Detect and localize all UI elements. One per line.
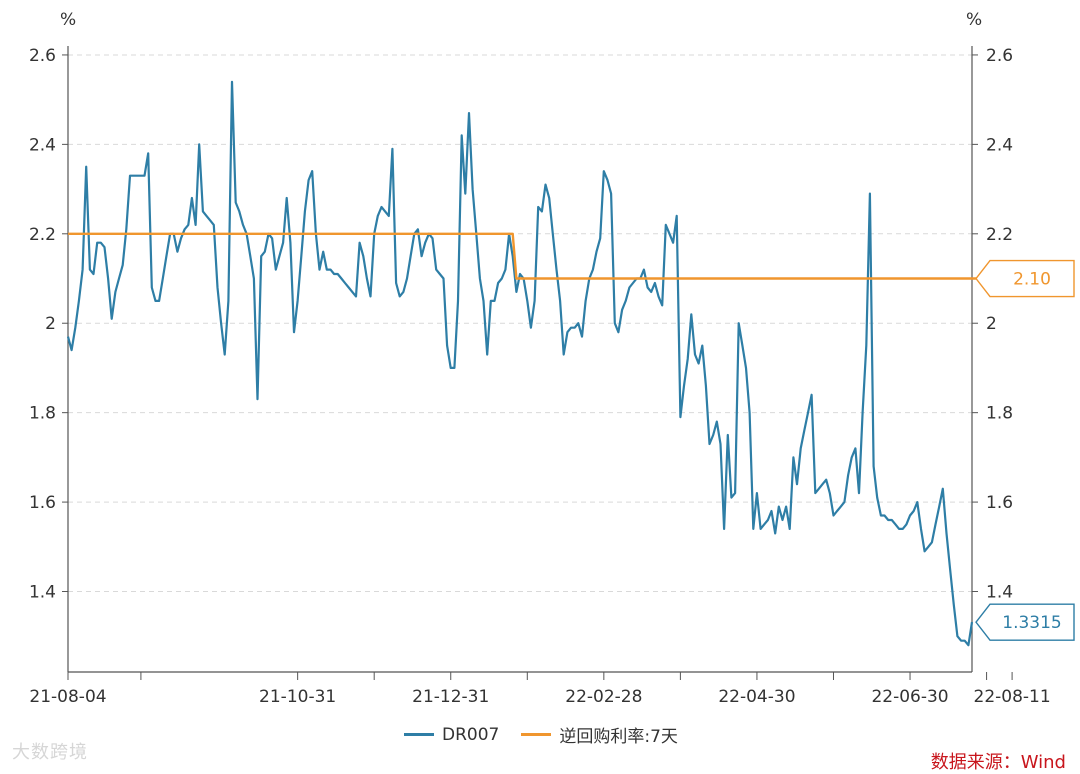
legend: DR007 逆回购利率:7天 (404, 722, 700, 747)
y-tick-label-right: 2.2 (986, 225, 1013, 245)
y-tick-label-left: 2.2 (29, 225, 56, 245)
right-y-tick-labels: 1.4 1.6 1.8 2 2.2 2.4 2.6 (986, 46, 1013, 603)
x-tick-label: 22-08-11 (974, 687, 1051, 707)
y-tick-label-left: 2.4 (29, 135, 56, 155)
series-layer (66, 80, 1060, 647)
grid-lines (62, 54, 978, 593)
source-note: 数据来源：Wind (930, 752, 1066, 773)
legend-label-dr007: DR007 (442, 724, 500, 745)
series-line-dr007 (66, 80, 974, 647)
x-tick-label: 22-06-30 (871, 687, 948, 707)
left-axis-unit: % (60, 10, 76, 30)
right-axis-unit: % (966, 10, 982, 30)
left-y-tick-labels: 1.4 1.6 1.8 2 2.2 2.4 2.6 (29, 46, 56, 603)
legend-swatch-reverse-repo (521, 733, 552, 736)
y-tick-label-left: 1.8 (29, 404, 56, 424)
legend-item-dr007[interactable]: DR007 (404, 725, 499, 745)
callout-box-reverse-repo (975, 259, 1075, 298)
legend-item-reverse-repo[interactable]: 逆回购利率:7天 (521, 722, 678, 747)
legend-label-reverse-repo: 逆回购利率:7天 (559, 727, 678, 747)
callout-label-dr007: 1.3315 (1002, 613, 1061, 633)
y-tick-label-left: 2 (45, 314, 56, 334)
x-tick-label: 21-10-31 (259, 687, 336, 707)
y-tick-label-right: 1.8 (986, 404, 1013, 424)
x-tick-label: 22-04-30 (718, 687, 795, 707)
x-tick-label: 21-08-04 (29, 687, 106, 707)
y-tick-label-right: 2.4 (986, 135, 1013, 155)
callout-label-reverse-repo: 2.10 (1013, 270, 1051, 290)
y-tick-label-right: 2 (986, 314, 997, 334)
y-tick-label-right: 1.4 (986, 583, 1013, 603)
y-tick-label-left: 1.4 (29, 583, 56, 603)
x-tick-labels: 21-08-04 21-10-31 21-12-31 22-02-28 22-04-30… (29, 672, 1051, 707)
y-tick-label-right: 1.6 (986, 493, 1013, 513)
legend-swatch-dr007 (404, 733, 434, 736)
y-tick-label-right: 2.6 (986, 46, 1013, 66)
axes (67, 46, 973, 673)
series-line-reverse-repo (68, 232, 1060, 280)
watermark: 大数跨境 (12, 742, 88, 763)
x-tick-label: 22-02-28 (565, 687, 642, 707)
end-value-callouts: 1.3315 2.10 (975, 259, 1075, 641)
y-tick-label-left: 2.6 (29, 46, 56, 66)
y-tick-label-left: 1.6 (29, 493, 56, 513)
callout-box-dr007 (975, 603, 1075, 641)
x-tick-label: 21-12-31 (412, 687, 489, 707)
